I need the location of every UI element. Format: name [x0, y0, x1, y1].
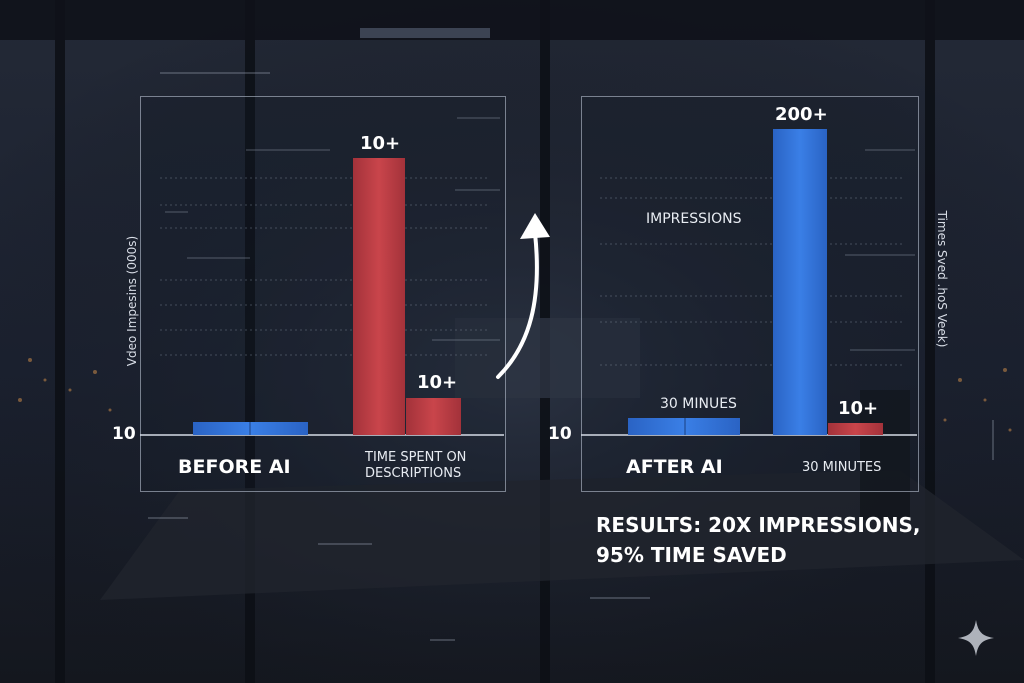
label-tall-red-bar: 10+ — [360, 133, 401, 154]
category-time-spent-line2: DESCRIPTIONS — [365, 466, 462, 481]
left-y-tick: 10 — [112, 424, 136, 444]
bar-time-spent-tall — [353, 158, 405, 435]
results-line-1: RESULTS: 20X IMPRESSIONS, — [596, 513, 921, 537]
results-line-2: 95% TIME SAVED — [596, 543, 787, 567]
label-low-blue-bar: 30 MINUES — [660, 396, 737, 412]
right-y-tick: 10 — [548, 424, 572, 444]
sparkle-icon — [958, 620, 994, 656]
curved-arrow-icon — [496, 213, 550, 379]
category-30-minutes: 30 MINUTES — [802, 460, 882, 475]
bar-after-time — [628, 418, 740, 435]
bar-after-impressions — [773, 129, 827, 435]
category-time-spent-line1: TIME SPENT ON — [365, 450, 467, 465]
left-y-axis-label: Vdeo Impesins (000s) — [125, 235, 139, 367]
category-before-ai: BEFORE AI — [178, 456, 291, 478]
bar-time-spent-short — [406, 398, 461, 435]
label-small-red-bar: 10+ — [838, 398, 879, 419]
impressions-annotation: IMPRESSIONS — [646, 211, 742, 227]
category-after-ai: AFTER AI — [626, 456, 723, 478]
bar-after-small — [828, 423, 883, 435]
label-tall-blue-bar: 200+ — [775, 104, 828, 125]
label-short-red-bar: 10+ — [417, 372, 458, 393]
results-summary: RESULTS: 20X IMPRESSIONS, 95% TIME SAVED — [596, 510, 926, 570]
right-y-axis-label: Times Sved .hoS Veek) — [935, 210, 949, 348]
